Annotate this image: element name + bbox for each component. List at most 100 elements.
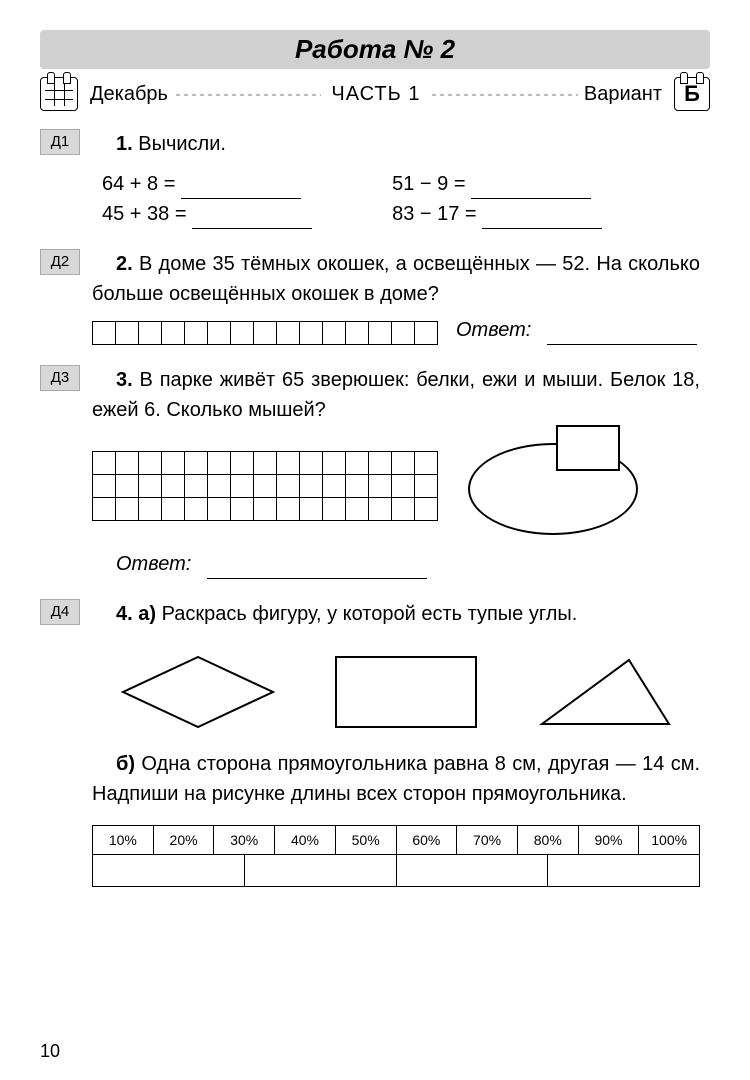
answer-cell[interactable]: [115, 321, 139, 345]
progress-cell[interactable]: [397, 855, 549, 886]
work-cell[interactable]: [207, 474, 231, 498]
work-cell[interactable]: [253, 474, 277, 498]
work-cell[interactable]: [230, 451, 254, 475]
work-cell[interactable]: [414, 474, 438, 498]
answer-cell[interactable]: [207, 321, 231, 345]
percent-cell: 10%: [93, 826, 154, 854]
q3-num: 3.: [116, 369, 133, 391]
q4a-label: а): [138, 603, 156, 625]
venn-rect: [556, 425, 620, 471]
q1-eq3: 45 + 38 =: [102, 203, 187, 225]
q3-answer-blank[interactable]: [207, 578, 427, 579]
work-cell[interactable]: [230, 474, 254, 498]
work-cell[interactable]: [253, 497, 277, 521]
q3-grid[interactable]: [92, 451, 438, 521]
work-cell[interactable]: [345, 451, 369, 475]
answer-cell[interactable]: [414, 321, 438, 345]
variant-label: Вариант: [578, 83, 668, 106]
work-cell[interactable]: [276, 474, 300, 498]
percent-cell: 90%: [579, 826, 640, 854]
work-cell[interactable]: [391, 451, 415, 475]
work-cell[interactable]: [138, 451, 162, 475]
q2-answer-blank[interactable]: [547, 344, 697, 345]
work-cell[interactable]: [253, 451, 277, 475]
answer-cell[interactable]: [345, 321, 369, 345]
work-cell[interactable]: [138, 497, 162, 521]
q1-eq4: 83 − 17 =: [392, 203, 477, 225]
work-cell[interactable]: [368, 474, 392, 498]
work-cell[interactable]: [230, 497, 254, 521]
work-cell[interactable]: [368, 451, 392, 475]
progress-cell[interactable]: [245, 855, 397, 886]
blank-row[interactable]: [92, 855, 700, 887]
q3-text: В парке живёт 65 зверюшек: белки, ежи и …: [92, 369, 700, 421]
answer-cell[interactable]: [161, 321, 185, 345]
work-cell[interactable]: [299, 451, 323, 475]
work-cell[interactable]: [345, 497, 369, 521]
work-cell[interactable]: [161, 497, 185, 521]
progress-cell[interactable]: [93, 855, 245, 886]
q2-cell-row[interactable]: [92, 321, 438, 345]
work-cell[interactable]: [92, 474, 116, 498]
question-4: Д4 4. а) Раскрась фигуру, у которой есть…: [92, 599, 700, 809]
work-cell[interactable]: [92, 451, 116, 475]
percent-cell: 30%: [214, 826, 275, 854]
tag-d3: Д3: [40, 365, 80, 391]
rhombus-shape[interactable]: [118, 652, 278, 732]
work-cell[interactable]: [299, 474, 323, 498]
work-cell[interactable]: [161, 451, 185, 475]
q1-num: 1.: [116, 133, 133, 155]
work-cell[interactable]: [391, 497, 415, 521]
progress-cell[interactable]: [548, 855, 699, 886]
work-cell[interactable]: [184, 497, 208, 521]
work-cell[interactable]: [115, 451, 139, 475]
answer-cell[interactable]: [138, 321, 162, 345]
variant-box: Б: [674, 77, 710, 111]
work-cell[interactable]: [207, 497, 231, 521]
rectangle-shape[interactable]: [331, 652, 481, 732]
work-cell[interactable]: [115, 497, 139, 521]
percent-cell: 80%: [518, 826, 579, 854]
answer-cell[interactable]: [299, 321, 323, 345]
work-cell[interactable]: [299, 497, 323, 521]
work-cell[interactable]: [184, 451, 208, 475]
month-label: Декабрь: [84, 83, 174, 106]
question-3: Д3 3. В парке живёт 65 зверюшек: белки, …: [92, 365, 700, 579]
work-cell[interactable]: [322, 497, 346, 521]
answer-cell[interactable]: [322, 321, 346, 345]
work-cell[interactable]: [345, 474, 369, 498]
part-label: ЧАСТЬ 1: [321, 83, 430, 106]
answer-cell[interactable]: [276, 321, 300, 345]
q3-answer-label: Ответ:: [116, 549, 191, 579]
percent-cell: 20%: [154, 826, 215, 854]
blank-line[interactable]: [192, 228, 312, 229]
work-cell[interactable]: [368, 497, 392, 521]
answer-cell[interactable]: [184, 321, 208, 345]
work-cell[interactable]: [322, 451, 346, 475]
answer-cell[interactable]: [230, 321, 254, 345]
q1-eq1: 64 + 8 =: [102, 173, 175, 195]
work-cell[interactable]: [276, 451, 300, 475]
work-cell[interactable]: [414, 451, 438, 475]
work-cell[interactable]: [138, 474, 162, 498]
work-cell[interactable]: [391, 474, 415, 498]
answer-cell[interactable]: [253, 321, 277, 345]
work-cell[interactable]: [161, 474, 185, 498]
calendar-icon: [40, 77, 78, 111]
work-cell[interactable]: [207, 451, 231, 475]
triangle-shape[interactable]: [534, 652, 674, 732]
work-cell[interactable]: [184, 474, 208, 498]
work-cell[interactable]: [92, 497, 116, 521]
q1-title: Вычисли.: [138, 133, 226, 155]
tag-d1: Д1: [40, 129, 80, 155]
work-cell[interactable]: [115, 474, 139, 498]
work-cell[interactable]: [322, 474, 346, 498]
work-cell[interactable]: [276, 497, 300, 521]
question-2: Д2 2. В доме 35 тёмных окошек, а освещён…: [92, 249, 700, 345]
work-cell[interactable]: [414, 497, 438, 521]
answer-cell[interactable]: [391, 321, 415, 345]
answer-cell[interactable]: [368, 321, 392, 345]
percent-cell: 50%: [336, 826, 397, 854]
answer-cell[interactable]: [92, 321, 116, 345]
blank-line[interactable]: [482, 228, 602, 229]
